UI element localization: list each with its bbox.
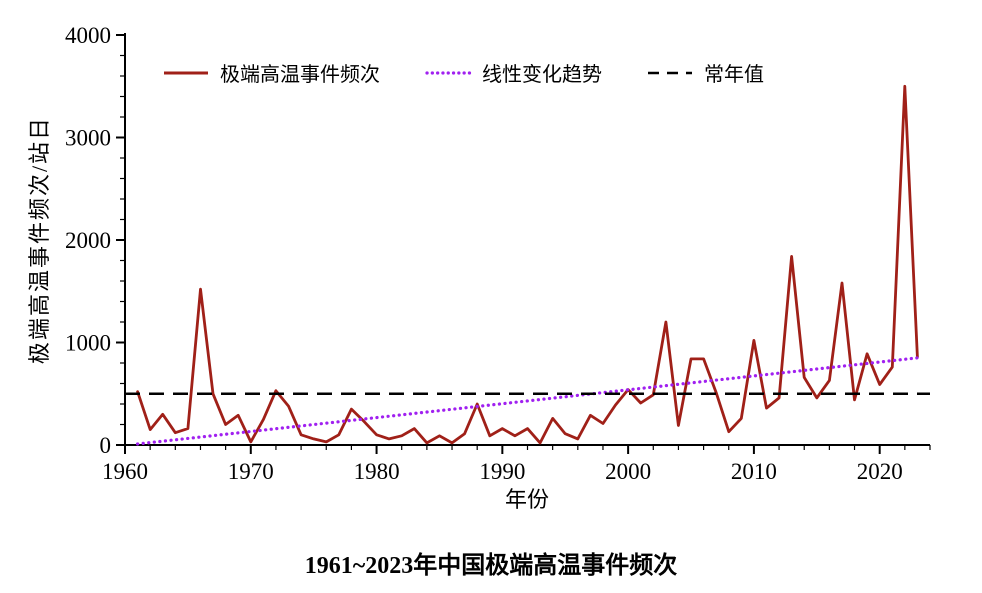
svg-text:2020: 2020: [857, 459, 903, 484]
legend-label-normal: 常年值: [704, 64, 764, 86]
y-axis-label: 极端高温事件频次/站日: [27, 115, 52, 365]
dashed-line-sample-icon: [648, 71, 692, 74]
svg-text:4000: 4000: [65, 23, 111, 48]
legend-item-frequency: 极端高温事件频次: [162, 58, 380, 87]
legend-item-trend: 线性变化趋势: [424, 58, 602, 87]
dotted-line-sample-icon: [425, 70, 472, 75]
legend-label-frequency: 极端高温事件频次: [220, 64, 380, 86]
legend-item-normal: 常年值: [646, 58, 764, 87]
svg-text:3000: 3000: [65, 126, 111, 151]
svg-text:1990: 1990: [479, 459, 525, 484]
svg-text:2000: 2000: [65, 228, 111, 253]
legend-label-trend: 线性变化趋势: [482, 64, 602, 86]
svg-text:2000: 2000: [605, 459, 651, 484]
chart-legend: 极端高温事件频次 线性变化趋势 常年值: [162, 58, 764, 87]
svg-text:1960: 1960: [102, 459, 148, 484]
solid-line-sample-icon: [164, 71, 208, 74]
figure-caption: 1961~2023年中国极端高温事件频次: [304, 553, 678, 579]
svg-text:1970: 1970: [228, 459, 274, 484]
svg-text:1000: 1000: [65, 331, 111, 356]
svg-text:1980: 1980: [354, 459, 400, 484]
svg-text:0: 0: [100, 433, 112, 458]
svg-text:2010: 2010: [731, 459, 777, 484]
x-axis-label: 年份: [504, 487, 550, 512]
